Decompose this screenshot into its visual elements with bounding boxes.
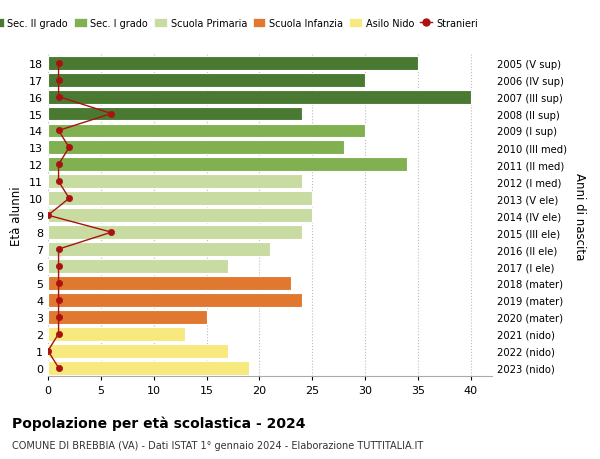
- Bar: [48, 73, 365, 87]
- Bar: [48, 310, 206, 324]
- Bar: [48, 175, 302, 189]
- Bar: [48, 56, 418, 71]
- Bar: [48, 276, 291, 290]
- Bar: [48, 259, 228, 274]
- Bar: [48, 293, 302, 307]
- Bar: [48, 158, 407, 172]
- Bar: [48, 344, 228, 358]
- Bar: [48, 361, 249, 375]
- Bar: [48, 90, 471, 104]
- Text: Popolazione per età scolastica - 2024: Popolazione per età scolastica - 2024: [12, 415, 305, 430]
- Text: COMUNE DI BREBBIA (VA) - Dati ISTAT 1° gennaio 2024 - Elaborazione TUTTITALIA.IT: COMUNE DI BREBBIA (VA) - Dati ISTAT 1° g…: [12, 440, 423, 450]
- Bar: [48, 226, 302, 240]
- Bar: [48, 327, 185, 341]
- Bar: [48, 243, 270, 257]
- Bar: [48, 192, 312, 206]
- Y-axis label: Anni di nascita: Anni di nascita: [574, 172, 586, 259]
- Y-axis label: Età alunni: Età alunni: [10, 186, 23, 246]
- Bar: [48, 141, 344, 155]
- Bar: [48, 209, 312, 223]
- Bar: [48, 107, 302, 121]
- Bar: [48, 124, 365, 138]
- Legend: Sec. II grado, Sec. I grado, Scuola Primaria, Scuola Infanzia, Asilo Nido, Stran: Sec. II grado, Sec. I grado, Scuola Prim…: [0, 15, 482, 33]
